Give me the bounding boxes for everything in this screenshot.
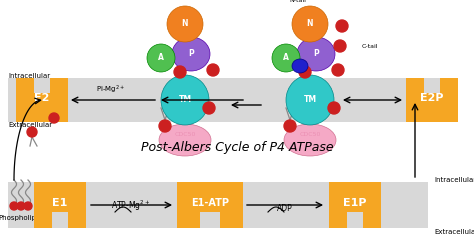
Ellipse shape (292, 6, 328, 42)
Circle shape (24, 202, 32, 210)
Text: E1P: E1P (343, 198, 367, 208)
Circle shape (203, 102, 215, 114)
Text: Intracellular: Intracellular (434, 177, 474, 183)
Ellipse shape (159, 124, 211, 156)
Ellipse shape (272, 44, 300, 72)
Text: N: N (182, 20, 188, 28)
Bar (16, 78, 68, 122)
Text: Post-Albers Cycle of P4 ATPase: Post-Albers Cycle of P4 ATPase (141, 140, 333, 153)
Circle shape (284, 120, 296, 132)
Text: Pi-Mg$^{2+}$: Pi-Mg$^{2+}$ (96, 84, 125, 96)
Text: A: A (158, 54, 164, 62)
Bar (406, 78, 458, 122)
Text: Phospholipid: Phospholipid (0, 215, 43, 221)
Circle shape (299, 66, 311, 78)
Ellipse shape (284, 124, 336, 156)
Ellipse shape (167, 6, 203, 42)
Bar (424, 78, 440, 94)
Circle shape (332, 64, 344, 76)
Circle shape (27, 127, 37, 137)
Circle shape (334, 40, 346, 52)
Circle shape (207, 64, 219, 76)
Text: TM: TM (178, 96, 191, 104)
Bar (200, 212, 220, 228)
Circle shape (49, 113, 59, 123)
Text: Extracellular: Extracellular (8, 122, 52, 128)
Text: Extracellular: Extracellular (434, 229, 474, 235)
Text: P: P (313, 50, 319, 58)
Bar (329, 182, 381, 228)
Bar (8, 182, 428, 228)
Text: CDC50: CDC50 (299, 132, 321, 136)
Text: CDC50: CDC50 (174, 132, 196, 136)
Text: E1-ATP: E1-ATP (191, 198, 229, 208)
Text: ADP: ADP (277, 204, 293, 213)
Text: E2: E2 (34, 93, 50, 103)
Text: E2P: E2P (420, 93, 444, 103)
Bar (34, 78, 50, 94)
Text: P: P (188, 50, 194, 58)
Bar (8, 78, 428, 122)
Ellipse shape (172, 37, 210, 71)
Circle shape (336, 20, 348, 32)
Circle shape (17, 202, 25, 210)
Bar (347, 212, 363, 228)
Circle shape (328, 102, 340, 114)
Circle shape (174, 66, 186, 78)
Text: ATP-Mg$^{2+}$: ATP-Mg$^{2+}$ (111, 198, 151, 213)
Circle shape (159, 120, 171, 132)
Bar (177, 182, 243, 228)
Text: E1: E1 (52, 198, 68, 208)
Ellipse shape (161, 75, 209, 125)
Text: TM: TM (303, 96, 317, 104)
Text: Intracellular: Intracellular (8, 73, 50, 79)
Text: C-tail: C-tail (362, 44, 379, 49)
Text: N: N (307, 20, 313, 28)
Ellipse shape (286, 75, 334, 125)
Bar (34, 182, 86, 228)
Ellipse shape (292, 59, 308, 73)
Text: N-tail: N-tail (290, 0, 306, 2)
Text: A: A (283, 54, 289, 62)
Ellipse shape (297, 37, 335, 71)
Circle shape (10, 202, 18, 210)
Bar (52, 212, 68, 228)
Ellipse shape (147, 44, 175, 72)
